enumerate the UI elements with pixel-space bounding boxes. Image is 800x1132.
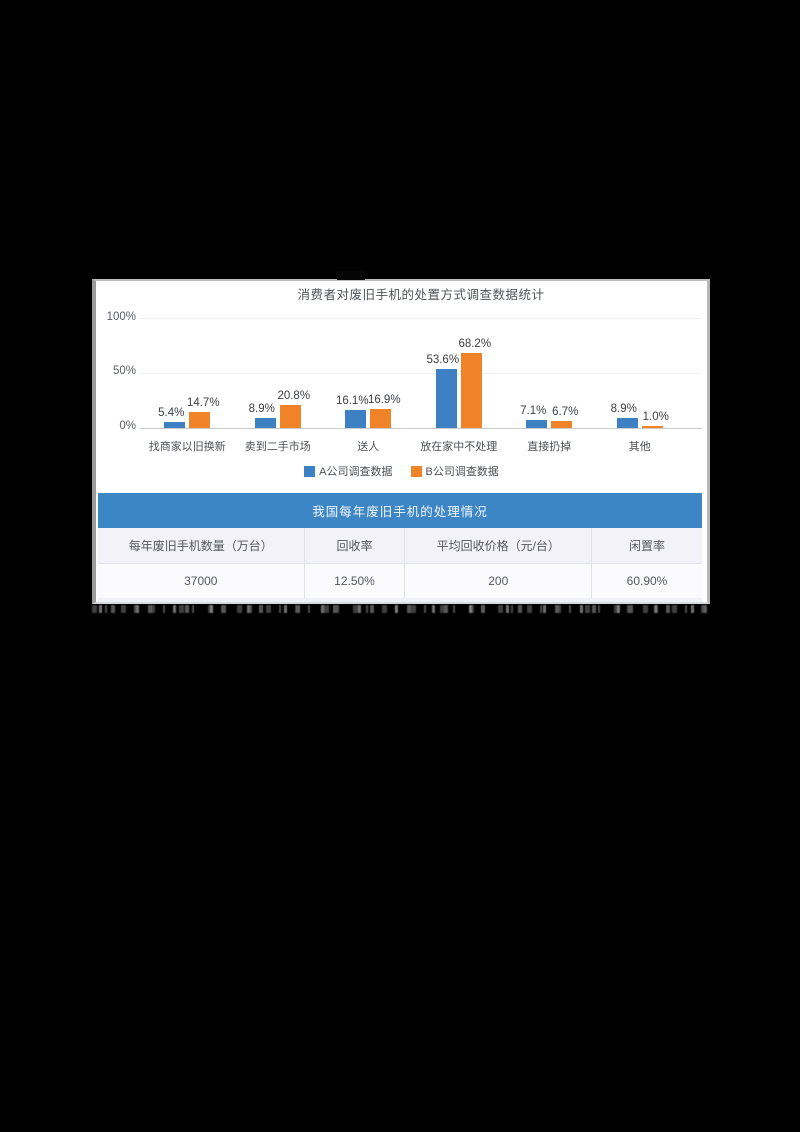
axis-baseline bbox=[140, 428, 702, 429]
value-label: 53.6% bbox=[426, 354, 460, 367]
table-value-cell: 12.50% bbox=[305, 564, 406, 598]
bar-series-a bbox=[435, 369, 457, 428]
table-bottom-strip bbox=[98, 598, 702, 602]
value-label: 20.8% bbox=[277, 390, 311, 403]
value-label: 16.1% bbox=[335, 395, 369, 408]
bar-series-a bbox=[345, 410, 367, 428]
table-header-cell: 平均回收价格（元/台） bbox=[405, 528, 593, 563]
bar-series-a bbox=[526, 420, 548, 428]
chart-panel: 消费者对废旧手机的处置方式调查数据统计 100% 50% 0% 找商家以旧换新 5… bbox=[92, 279, 710, 604]
table-value-cell: 37000 bbox=[98, 564, 305, 598]
bar-series-b bbox=[551, 420, 573, 428]
table-header-row: 每年废旧手机数量（万台） 回收率 平均回收价格（元/台） 闲置率 bbox=[98, 528, 702, 564]
bar-series-b bbox=[189, 411, 211, 428]
bar-series-b bbox=[370, 409, 392, 428]
value-label: 8.9% bbox=[610, 403, 637, 416]
value-label: 7.1% bbox=[520, 405, 547, 418]
legend-label: B公司调查数据 bbox=[425, 466, 499, 478]
gridline-100 bbox=[140, 318, 700, 319]
category-label: 放在家中不处理 bbox=[420, 441, 498, 453]
value-label: 8.9% bbox=[248, 403, 275, 416]
value-label: 5.4% bbox=[158, 407, 185, 420]
panel-content: 消费者对废旧手机的处置方式调查数据统计 100% 50% 0% 找商家以旧换新 5… bbox=[96, 281, 707, 602]
bar-series-a bbox=[616, 418, 638, 428]
value-label: 14.7% bbox=[186, 396, 220, 409]
summary-table: 我国每年废旧手机的处理情况 每年废旧手机数量（万台） 回收率 平均回收价格（元/台）… bbox=[98, 493, 702, 602]
legend-swatch-a-icon bbox=[304, 465, 316, 477]
value-label: 6.7% bbox=[552, 405, 579, 418]
table-header-cell: 回收率 bbox=[305, 528, 406, 563]
bar-series-b bbox=[460, 352, 482, 428]
legend-swatch-b-icon bbox=[410, 465, 422, 477]
category-label: 送人 bbox=[357, 441, 380, 453]
table-value-cell: 200 bbox=[405, 564, 593, 598]
table-header-cell: 每年废旧手机数量（万台） bbox=[98, 528, 305, 563]
bar-series-a bbox=[254, 418, 276, 428]
legend-item: B公司调查数据 bbox=[410, 463, 499, 479]
legend-label: A公司调查数据 bbox=[319, 466, 393, 478]
cropped-text-mark bbox=[337, 271, 365, 280]
table-header-cell: 闲置率 bbox=[629, 539, 666, 553]
y-axis-tick-label: 0% bbox=[119, 420, 136, 432]
blurred-text-strip bbox=[92, 605, 710, 613]
legend-item: A公司调查数据 bbox=[304, 463, 393, 479]
chart-title: 消费者对废旧手机的处置方式调查数据统计 bbox=[297, 288, 545, 302]
table-value-row: 37000 12.50% 200 60.90% bbox=[98, 564, 702, 598]
table-title: 我国每年废旧手机的处理情况 bbox=[312, 505, 488, 519]
category-label: 直接扔掉 bbox=[527, 441, 572, 453]
bar-series-b bbox=[641, 426, 663, 428]
category-label: 卖到二手市场 bbox=[244, 441, 311, 453]
value-label: 16.9% bbox=[367, 394, 401, 407]
chart-legend: A公司调查数据 B公司调查数据 bbox=[96, 463, 707, 479]
table-value-cell: 60.90% bbox=[626, 574, 668, 588]
bar-chart: 消费者对废旧手机的处置方式调查数据统计 100% 50% 0% 找商家以旧换新 5… bbox=[96, 281, 707, 491]
category-label: 找商家以旧换新 bbox=[148, 441, 226, 453]
bar-series-a bbox=[164, 422, 186, 428]
category-label: 其他 bbox=[628, 441, 651, 453]
bar-series-b bbox=[279, 405, 301, 428]
table-title-bar: 我国每年废旧手机的处理情况 bbox=[98, 493, 702, 528]
y-axis-tick-label: 100% bbox=[106, 311, 136, 323]
value-label: 1.0% bbox=[642, 411, 669, 424]
y-axis-tick-label: 50% bbox=[112, 365, 136, 377]
gridline-50 bbox=[140, 373, 700, 374]
value-label: 68.2% bbox=[458, 337, 492, 350]
